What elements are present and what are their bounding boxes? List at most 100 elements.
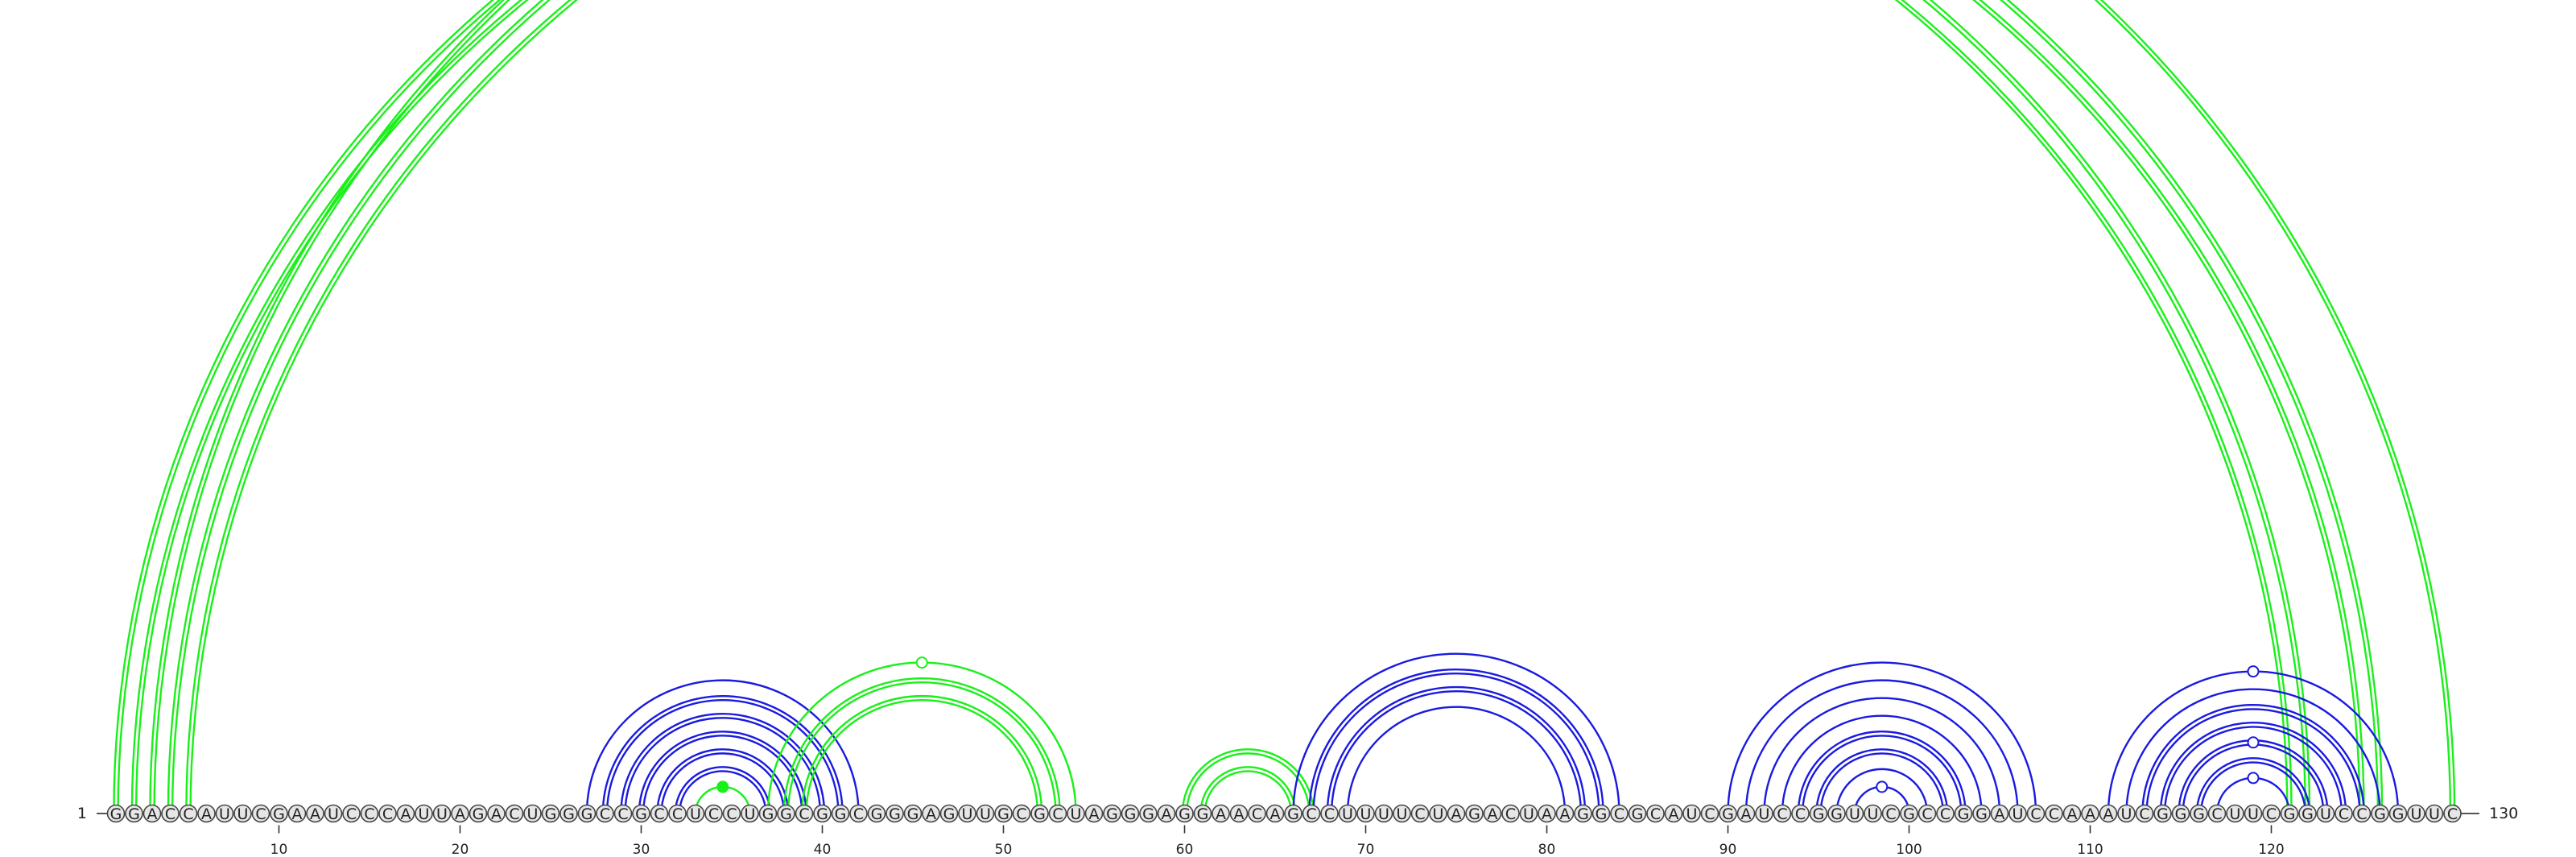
- nucleotide-13: U: [324, 804, 343, 823]
- nucleotide-85: G: [1628, 804, 1647, 823]
- nucleotide-67: C: [1302, 804, 1321, 823]
- nucleotide-12: A: [306, 804, 324, 823]
- arc-1-122-stroke-1: [117, 0, 2307, 814]
- arc-32-37-stroke-2: [674, 766, 771, 814]
- nucleotide-39-letter: C: [799, 805, 809, 823]
- nucleotide-48: U: [958, 804, 976, 823]
- nucleotide-110: A: [2081, 804, 2099, 823]
- nucleotide-79-letter: U: [1523, 805, 1534, 823]
- nucleotide-90: G: [1719, 804, 1737, 823]
- nucleotide-58-letter: G: [1142, 805, 1154, 823]
- nucleotide-86: C: [1646, 804, 1665, 823]
- nucleotide-30-letter: G: [635, 805, 647, 823]
- sequence-start-label: 1: [77, 805, 87, 822]
- nucleotide-21-letter: G: [473, 805, 485, 823]
- nucleotide-49-letter: U: [980, 805, 991, 823]
- arc-112-126: [2125, 688, 2381, 814]
- arc-69-81: [1346, 706, 1567, 814]
- nucleotide-47-letter: G: [943, 805, 956, 823]
- nucleotide-104: G: [1972, 804, 1991, 823]
- nucleotide-130-letter: C: [2447, 805, 2458, 823]
- nucleotide-62-letter: A: [1216, 805, 1226, 823]
- nucleotide-127-letter: G: [2392, 805, 2405, 823]
- nucleotide-25: G: [541, 804, 560, 823]
- nucleotide-41-letter: G: [835, 805, 847, 823]
- nucleotide-74: U: [1429, 804, 1447, 823]
- nucleotide-95: G: [1809, 804, 1828, 823]
- arc-94-103-stroke-1: [1801, 735, 1963, 814]
- arc-39-52-stroke-1: [805, 699, 1039, 814]
- nucleotide-92: U: [1755, 804, 1773, 823]
- tick-label-20: 20: [452, 842, 469, 857]
- nucleotide-96: G: [1827, 804, 1846, 823]
- tick-label-60: 60: [1176, 842, 1194, 857]
- nucleotide-20-letter: A: [455, 805, 465, 823]
- nucleotide-35: C: [722, 804, 741, 823]
- arc-68-82-stroke-1: [1330, 690, 1583, 814]
- tick-label-30: 30: [633, 842, 650, 857]
- nucleotide-114-letter: G: [2157, 805, 2169, 823]
- nucleotide-89-letter: C: [1704, 805, 1715, 823]
- nucleotide-42-letter: C: [853, 805, 864, 823]
- nucleotide-61-letter: G: [1197, 805, 1209, 823]
- nucleotide-58: G: [1139, 804, 1158, 823]
- nucleotide-124: C: [2334, 804, 2353, 823]
- nucleotide-68-letter: C: [1324, 805, 1335, 823]
- nucleotide-18: U: [415, 804, 433, 823]
- nucleotide-50: G: [994, 804, 1013, 823]
- nucleotide-105-letter: A: [1995, 805, 2005, 823]
- nucleotide-31-letter: C: [654, 805, 664, 823]
- nucleotide-55-letter: A: [1089, 805, 1100, 823]
- nucleotide-100-letter: G: [1903, 805, 1915, 823]
- nucleotide-21: G: [469, 804, 488, 823]
- arcs-layer: [113, 0, 2456, 814]
- nucleotide-40: G: [813, 804, 832, 823]
- nucleotide-103: G: [1954, 804, 1973, 823]
- nucleotide-19: U: [432, 804, 452, 823]
- arc-28-41-stroke-2: [601, 694, 844, 814]
- nucleotide-41: G: [831, 804, 850, 823]
- nucleotide-77: A: [1483, 804, 1502, 823]
- nucleotide-32-letter: C: [672, 805, 683, 823]
- nucleotide-2-letter: G: [128, 805, 140, 823]
- nucleotide-57: G: [1121, 804, 1140, 823]
- nucleotide-123: U: [2316, 804, 2335, 823]
- nucleotide-115-letter: G: [2175, 805, 2187, 823]
- nucleotide-10: G: [270, 804, 288, 823]
- arc-marker-33-36: [716, 780, 729, 793]
- nucleotide-102: C: [1936, 804, 1955, 823]
- nucleotide-26: G: [559, 804, 578, 823]
- nucleotide-118-letter: U: [2230, 805, 2241, 823]
- arc-marker-97-100: [1876, 780, 1889, 793]
- ticks-layer: 10 20 30 40 50 60 70 80 90 100 110 120: [270, 825, 2285, 857]
- nucleotide-9-letter: C: [255, 805, 266, 823]
- nucleotide-65-letter: A: [1270, 805, 1281, 823]
- tick-label-40: 40: [814, 842, 832, 857]
- nucleotide-63-letter: A: [1234, 805, 1245, 823]
- arc-30-39-stroke-2: [638, 731, 807, 814]
- nucleotide-78-letter: C: [1505, 805, 1516, 823]
- arc-28-41-stroke-1: [605, 699, 840, 814]
- nucleotide-61: G: [1193, 804, 1212, 823]
- nucleotide-126-letter: G: [2374, 805, 2386, 823]
- nucleotide-23-letter: C: [509, 805, 519, 823]
- nucleotide-83-letter: G: [1596, 805, 1608, 823]
- nucleotide-102-letter: C: [1940, 805, 1951, 823]
- nucleotide-54-letter: U: [1071, 805, 1082, 823]
- nucleotide-24-letter: U: [527, 805, 539, 823]
- tick-label-120: 120: [2258, 842, 2284, 857]
- nucleotide-1-letter: G: [110, 805, 122, 823]
- arc-31-38-stroke-1: [660, 752, 786, 814]
- nucleotide-54: U: [1067, 804, 1085, 823]
- nucleotide-7: U: [215, 804, 234, 823]
- arc-113-125-stroke-1: [2145, 708, 2361, 814]
- nucleotide-91: A: [1736, 804, 1756, 823]
- nucleotide-125: C: [2352, 804, 2372, 823]
- nucleotide-73: C: [1410, 804, 1430, 823]
- nucleotide-52: G: [1030, 804, 1049, 823]
- nucleotide-48-letter: U: [962, 805, 973, 823]
- nucleotide-66-letter: G: [1287, 805, 1299, 823]
- nucleotide-71-letter: U: [1378, 805, 1389, 823]
- nucleotide-43: G: [867, 804, 886, 823]
- nucleotide-119: U: [2244, 804, 2263, 823]
